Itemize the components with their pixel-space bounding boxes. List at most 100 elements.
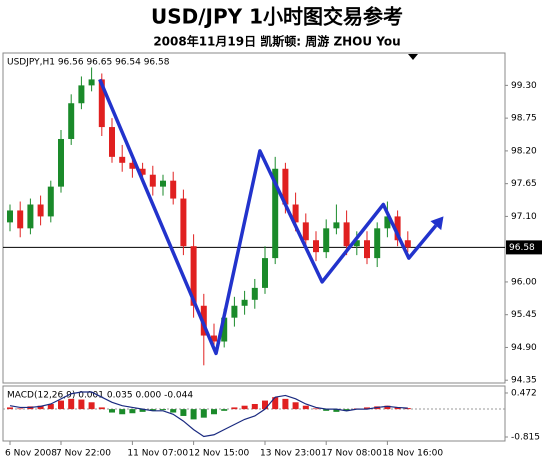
macd-bar bbox=[394, 407, 401, 410]
y-tick-label: 0.472 bbox=[511, 388, 537, 398]
candle-body bbox=[68, 103, 75, 139]
macd-bar bbox=[272, 397, 279, 410]
macd-bar bbox=[170, 409, 177, 413]
macd-bar bbox=[68, 398, 75, 410]
x-tick-label: 7 Nov 22:00 bbox=[56, 449, 111, 459]
macd-bar bbox=[109, 409, 115, 413]
candle-body bbox=[27, 204, 34, 229]
macd-panel bbox=[2, 385, 506, 442]
candle-body bbox=[241, 299, 248, 306]
candle-body bbox=[119, 156, 126, 163]
candle-body bbox=[211, 335, 217, 342]
candle-body bbox=[292, 204, 299, 223]
candle-body bbox=[58, 138, 64, 187]
macd-bar bbox=[302, 405, 309, 410]
macd-bar bbox=[98, 407, 105, 410]
x-tick-label: 11 Nov 07:00 bbox=[127, 449, 188, 459]
candle-body bbox=[170, 180, 177, 199]
candle-body bbox=[7, 210, 13, 223]
candle-body bbox=[282, 168, 289, 205]
macd-bar bbox=[47, 403, 54, 410]
macd-bar bbox=[17, 408, 24, 410]
x-tick-label: 18 Nov 16:00 bbox=[382, 449, 443, 459]
macd-bar bbox=[404, 408, 411, 410]
candle-body bbox=[251, 287, 258, 300]
macd-bar bbox=[119, 409, 126, 415]
chart-subtitle: 2008年11月19日 凯斯顿: 周游 ZHOU You bbox=[153, 34, 400, 49]
y-tick-label: 97.10 bbox=[511, 212, 537, 222]
candle-body bbox=[88, 79, 95, 86]
y-tick-label: 99.30 bbox=[511, 81, 537, 91]
candle-body bbox=[37, 204, 44, 217]
zigzag bbox=[98, 78, 438, 356]
y-tick-label: 98.75 bbox=[511, 114, 537, 124]
macd-bar bbox=[7, 407, 13, 410]
macd-bar bbox=[78, 399, 85, 410]
macd-bar bbox=[231, 407, 238, 410]
candle-body bbox=[160, 180, 166, 187]
chart-title: USD/JPY 1小时图交易参考 bbox=[151, 5, 403, 29]
macd-bar bbox=[58, 400, 64, 410]
candle-body bbox=[364, 240, 370, 259]
candle-body bbox=[262, 258, 268, 288]
candle-body bbox=[180, 198, 187, 247]
candle-body bbox=[139, 168, 146, 175]
candle-body bbox=[231, 305, 238, 318]
candle-body bbox=[109, 127, 115, 157]
candle-body bbox=[313, 240, 319, 253]
macd-bar bbox=[241, 405, 248, 410]
macd-bar bbox=[313, 408, 319, 410]
candle-body bbox=[78, 85, 85, 104]
macd-bar bbox=[139, 409, 146, 412]
y-tick-label: 96.00 bbox=[511, 277, 537, 287]
macd-bar bbox=[180, 409, 187, 416]
candle-body bbox=[404, 240, 411, 248]
macd-bar bbox=[364, 407, 370, 410]
shift-marker bbox=[408, 54, 418, 60]
x-tick-label: 12 Nov 15:00 bbox=[189, 449, 250, 459]
candle-body bbox=[333, 222, 340, 229]
candle-body bbox=[302, 222, 309, 241]
candle-body bbox=[374, 228, 381, 259]
macd-bar bbox=[333, 409, 340, 412]
y-tick-label: 95.45 bbox=[511, 310, 537, 320]
candle-body bbox=[98, 79, 105, 128]
candle-body bbox=[190, 246, 197, 306]
y-tick-label: -0.815 bbox=[511, 432, 540, 442]
y-tick-label: 94.90 bbox=[511, 343, 537, 353]
macd-bar bbox=[200, 409, 207, 418]
y-tick-label: 98.20 bbox=[511, 146, 537, 156]
candle-body bbox=[272, 168, 279, 259]
candle-body bbox=[129, 162, 136, 169]
y-tick-label: 97.65 bbox=[511, 179, 537, 189]
candle-body bbox=[384, 216, 391, 229]
macd-bar bbox=[37, 405, 44, 410]
macd-bar bbox=[323, 409, 330, 411]
candle-body bbox=[221, 317, 228, 342]
last-price-label: 96.58 bbox=[509, 243, 535, 253]
price-panel bbox=[2, 52, 506, 384]
macd-bar bbox=[343, 409, 350, 411]
x-tick-label: 13 Nov 23:00 bbox=[260, 449, 321, 459]
macd-label: MACD(12,26,9) 0.001 0.035 0.000 -0.044 bbox=[7, 391, 193, 401]
candle-body bbox=[394, 216, 401, 241]
macd-bar bbox=[211, 409, 217, 415]
x-tick-label: 17 Nov 08:00 bbox=[321, 449, 382, 459]
symbol-label: USDJPY,H1 96.56 96.65 96.54 96.58 bbox=[7, 58, 170, 68]
macd-bar bbox=[251, 403, 258, 410]
arrow-head bbox=[430, 216, 444, 231]
last-price-box bbox=[506, 240, 542, 255]
macd-bar bbox=[160, 409, 166, 411]
candle-body bbox=[343, 222, 350, 247]
x-tick-label: 6 Nov 2008 bbox=[5, 449, 57, 459]
macd-bar bbox=[221, 409, 228, 411]
y-tick-label: 94.35 bbox=[511, 376, 537, 386]
macd-bar bbox=[88, 402, 95, 410]
candle-body bbox=[323, 228, 330, 253]
macd-bar bbox=[190, 409, 197, 420]
macd-bar bbox=[292, 402, 299, 410]
macd-bar bbox=[384, 405, 391, 410]
macd-bar bbox=[149, 409, 156, 411]
